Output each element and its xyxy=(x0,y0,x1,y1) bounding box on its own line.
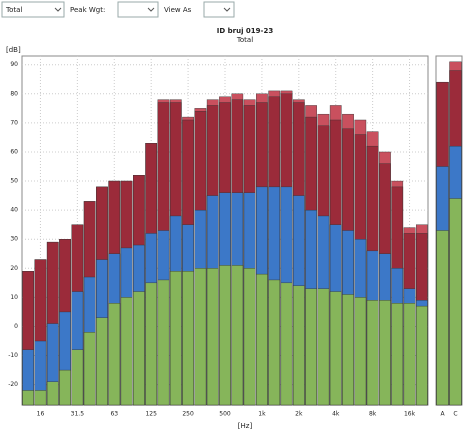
bar xyxy=(120,297,133,406)
bar xyxy=(329,291,342,406)
dropdown-arrow xyxy=(147,7,155,12)
peak-select[interactable] xyxy=(117,1,159,18)
view-select[interactable] xyxy=(1,1,65,18)
bar xyxy=(22,390,35,406)
dropdown-arrow xyxy=(223,7,231,12)
chart-title: ID bruj 019-23 xyxy=(217,27,274,35)
y-tick-label: 60 xyxy=(10,148,18,155)
dropdown-arrow xyxy=(54,7,62,12)
bar xyxy=(145,282,158,406)
view-select-text: Total xyxy=(5,6,22,14)
bar xyxy=(317,288,330,406)
bar xyxy=(108,303,121,406)
bar xyxy=(59,369,71,406)
bar xyxy=(403,303,416,406)
bar xyxy=(305,288,317,406)
bar xyxy=(194,268,207,406)
x-tick-label: 125 xyxy=(145,411,157,418)
y-tick-label: 30 xyxy=(10,236,18,243)
bar xyxy=(436,230,449,406)
bar xyxy=(256,273,268,406)
bar xyxy=(206,268,219,406)
bar xyxy=(268,279,281,406)
y-tick-label: 20 xyxy=(10,265,18,272)
bar xyxy=(342,294,354,406)
y-tick-label: -10 xyxy=(8,352,18,359)
bar xyxy=(71,349,84,406)
bar xyxy=(292,285,305,406)
y-tick-label: 80 xyxy=(10,90,18,97)
y-tick-label: -20 xyxy=(8,381,18,388)
bar xyxy=(354,297,367,406)
bar xyxy=(169,271,182,406)
bar xyxy=(133,291,145,406)
x-tick-label: 4k xyxy=(332,411,340,418)
x-tick-label: 8k xyxy=(369,411,377,418)
x-tick-label: 2k xyxy=(295,411,303,418)
x-tick-label: 500 xyxy=(219,411,231,418)
bar xyxy=(391,303,404,406)
y-axis-label: [dB] xyxy=(6,46,21,54)
bar xyxy=(243,268,256,406)
view-as-label: View As xyxy=(164,6,192,14)
x-tick-label: C xyxy=(453,411,457,418)
bar xyxy=(219,265,231,406)
bar xyxy=(34,390,47,406)
bar xyxy=(415,305,428,406)
view-as-select[interactable] xyxy=(203,1,235,18)
y-tick-label: 10 xyxy=(10,294,18,301)
chart-subtitle: Total xyxy=(236,36,253,44)
bar xyxy=(280,282,293,406)
x-tick-label: 250 xyxy=(182,411,194,418)
bar xyxy=(83,332,96,406)
x-axis-label: [Hz] xyxy=(238,422,253,430)
y-tick-label: 0 xyxy=(14,323,18,330)
y-tick-label: 40 xyxy=(10,207,18,214)
bar xyxy=(366,300,379,406)
bar xyxy=(182,271,194,406)
x-tick-label: 16 xyxy=(37,411,45,418)
x-tick-label: 16k xyxy=(404,411,416,418)
x-tick-label: 1k xyxy=(258,411,266,418)
y-tick-label: 70 xyxy=(10,119,18,126)
bar xyxy=(157,279,170,406)
y-tick-label: 90 xyxy=(10,61,18,68)
bar xyxy=(449,198,462,406)
peak-label: Peak Wgt: xyxy=(70,6,105,14)
x-tick-label: 63 xyxy=(110,411,118,418)
x-tick-label: 31.5 xyxy=(71,411,85,418)
bar xyxy=(231,265,244,406)
bar xyxy=(379,300,391,406)
bar xyxy=(46,381,59,406)
bar xyxy=(96,317,108,406)
x-tick-label: A xyxy=(440,411,445,418)
y-tick-label: 50 xyxy=(10,178,18,185)
